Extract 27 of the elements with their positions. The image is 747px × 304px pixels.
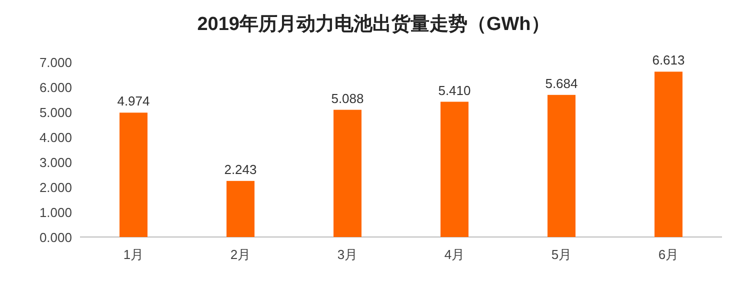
x-tick-label: 6月 [658,247,679,262]
x-tick-label: 1月 [123,247,144,262]
data-label: 5.410 [438,82,471,98]
y-tick-label: 4.000 [39,130,72,145]
y-tick-label: 5.000 [39,105,72,120]
x-tick-label: 2月 [230,247,251,262]
bar [334,110,362,237]
x-tick-label: 3月 [337,247,358,262]
y-tick-label: 3.000 [39,155,72,170]
y-tick-label: 7.000 [39,55,72,70]
chart-title: 2019年历月动力电池出货量走势（GWh） [197,13,550,35]
data-label: 5.088 [331,90,364,106]
y-tick-label: 0.000 [39,230,72,245]
data-label: 2.243 [224,162,257,177]
data-label: 4.974 [117,94,150,109]
y-tick-label: 2.000 [39,180,72,195]
data-label: 6.613 [652,52,685,68]
bar [654,72,682,237]
bar [120,112,148,237]
data-label: 5.684 [545,76,578,91]
bar [548,94,576,237]
bar [226,180,254,237]
bar [440,102,468,237]
x-tick-label: 4月 [444,247,465,262]
y-tick-label: 6.000 [39,80,72,95]
y-tick-label: 1.000 [39,205,72,220]
x-tick-label: 5月 [551,247,572,262]
